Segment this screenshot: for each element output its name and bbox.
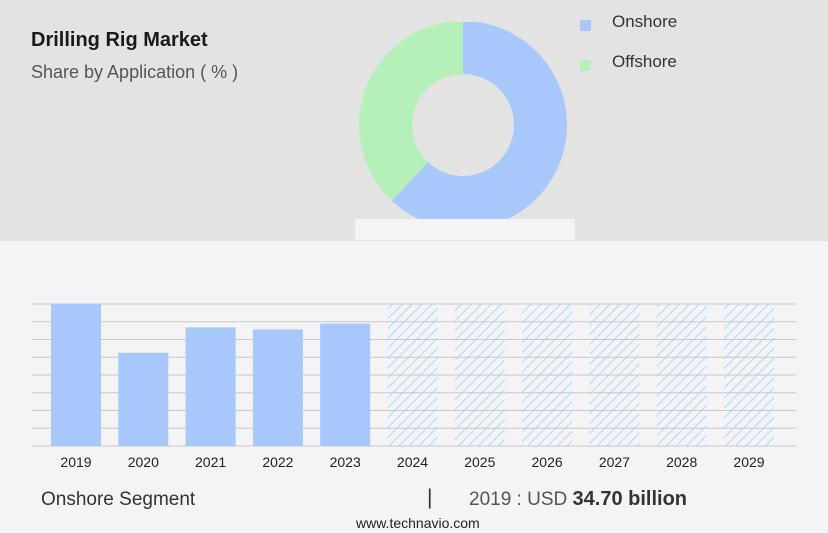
- legend-label-onshore: Onshore: [612, 12, 678, 31]
- bar-2020: [118, 352, 169, 446]
- x-tick-label-2019: 2019: [60, 454, 91, 470]
- bar-2021: [185, 327, 236, 446]
- footer-divider: |: [427, 486, 433, 509]
- bar-2022: [252, 329, 303, 446]
- x-tick-label-2024: 2024: [397, 454, 428, 470]
- x-tick-label-2028: 2028: [666, 454, 697, 470]
- legend-swatch-onshore: [580, 20, 591, 31]
- chart-subtitle: Share by Application ( % ): [31, 62, 239, 82]
- chart-title: Drilling Rig Market: [31, 29, 208, 51]
- donut-slice-offshore: [359, 22, 463, 201]
- bar-2019: [51, 304, 101, 446]
- x-tick-label-2026: 2026: [532, 454, 563, 470]
- x-tick-label-2029: 2029: [733, 454, 764, 470]
- bar-2025: [454, 304, 505, 446]
- x-tick-label-2027: 2027: [599, 454, 630, 470]
- bar-2024: [387, 304, 438, 446]
- value-amount: 34.70 billion: [572, 488, 687, 510]
- legend-swatch-offshore: [580, 60, 591, 71]
- source-link[interactable]: www.technavio.com: [356, 515, 480, 531]
- x-tick-label-2020: 2020: [128, 454, 159, 470]
- bar-2027: [589, 304, 640, 446]
- legend-label-offshore: Offshore: [612, 52, 677, 71]
- donut-slice-onshore: [391, 22, 567, 229]
- segment-value: 2019 : USD 34.70 billion: [469, 488, 687, 511]
- x-tick-label-2021: 2021: [195, 454, 226, 470]
- bar-chart: 2019 2020 2021 2022 2023 2024 2025 2026 2027 2028…: [32, 303, 796, 470]
- value-prefix: 2019 : USD: [469, 489, 568, 510]
- bar-2029: [724, 304, 774, 446]
- bar-2023: [320, 323, 371, 446]
- donut-chart: [355, 22, 575, 240]
- x-tick-label-2022: 2022: [262, 454, 293, 470]
- bar-2028: [656, 304, 707, 446]
- x-tick-label-2023: 2023: [330, 454, 361, 470]
- panel-edge-mask: [355, 219, 575, 240]
- bar-2026: [522, 304, 573, 446]
- x-tick-label-2025: 2025: [464, 454, 495, 470]
- segment-label: Onshore Segment: [41, 489, 196, 510]
